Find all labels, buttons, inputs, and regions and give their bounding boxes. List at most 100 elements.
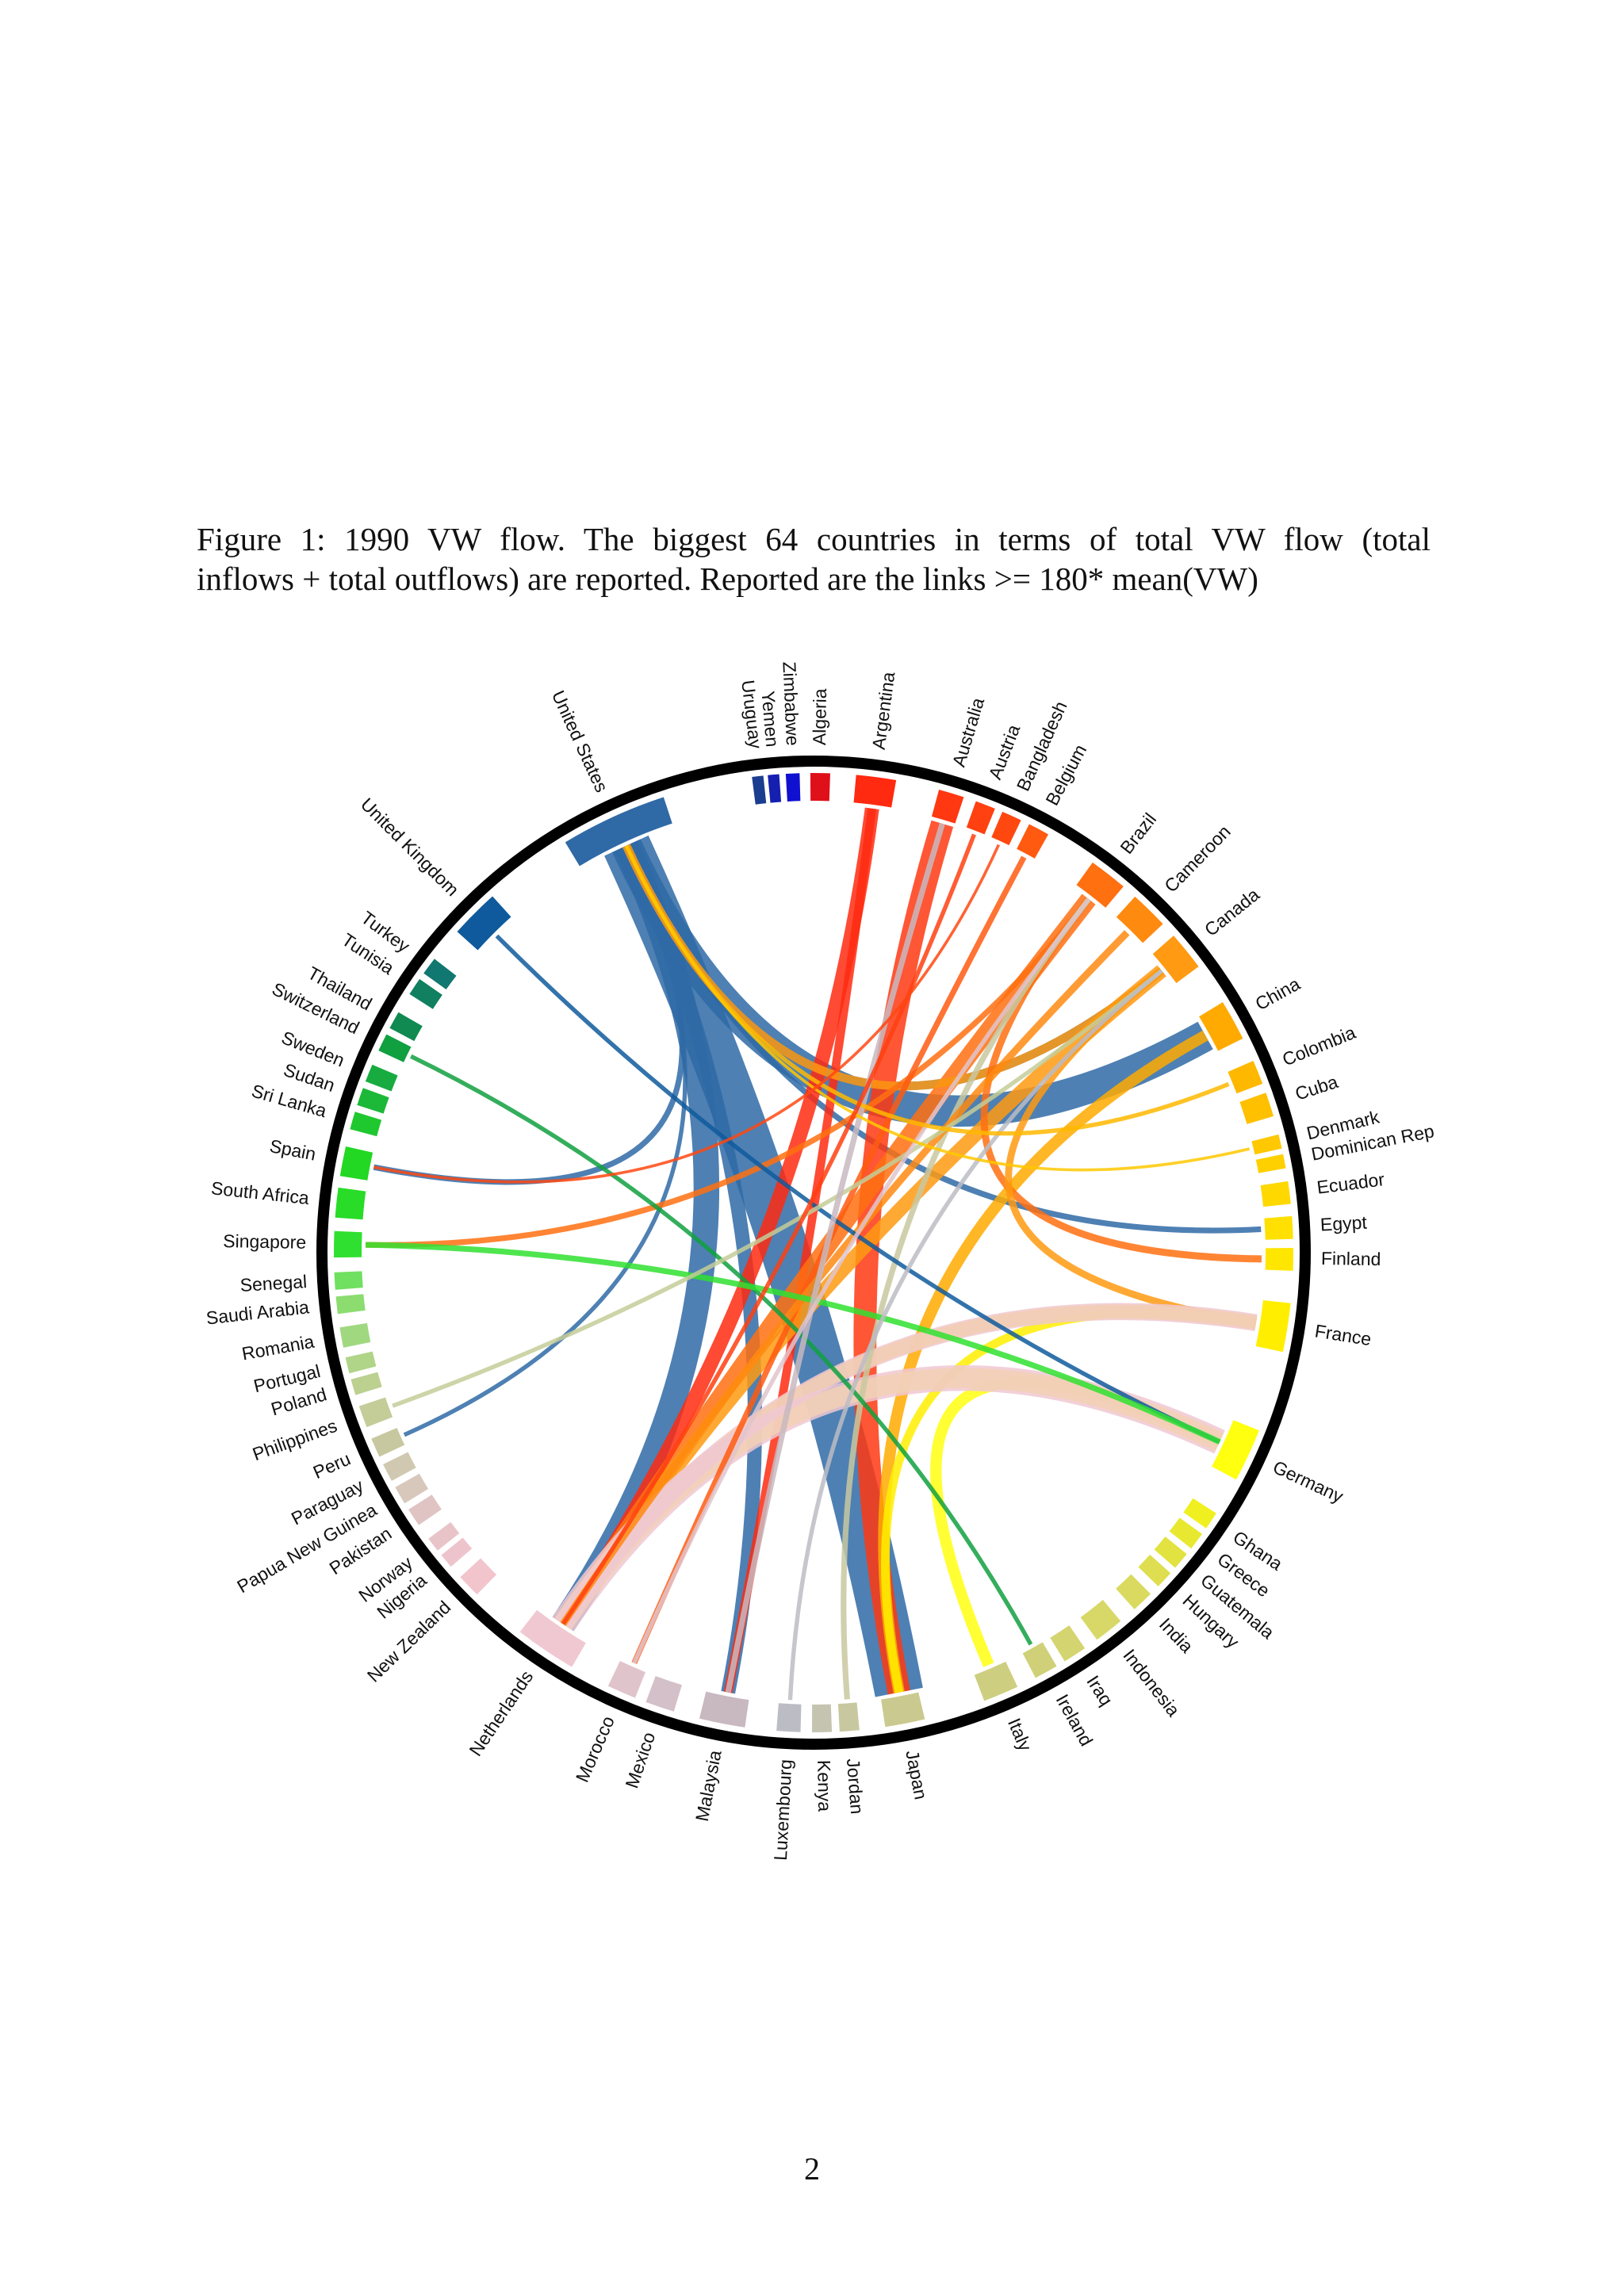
node-label: United States <box>548 687 612 795</box>
chords <box>366 807 1262 1701</box>
flow-ribbon <box>561 833 977 1625</box>
node-arc <box>408 1494 442 1525</box>
node-arc <box>1239 1093 1274 1124</box>
node-arc <box>383 1452 416 1481</box>
flow-ribbon <box>632 897 1091 1664</box>
node-arc <box>1050 1625 1086 1662</box>
node-arc <box>1022 1642 1057 1678</box>
node-arc <box>389 1012 423 1042</box>
node-arc <box>1255 1300 1291 1353</box>
node-label: Canada <box>1201 884 1263 940</box>
node-arc <box>881 1692 925 1728</box>
node-arc <box>334 1271 363 1290</box>
node-arc <box>519 1609 586 1667</box>
node-arc <box>837 1702 860 1732</box>
node-arc <box>350 1112 382 1137</box>
node-label: Netherlands <box>465 1667 537 1759</box>
node-arc <box>1212 1420 1259 1480</box>
node-label: Japan <box>902 1748 931 1800</box>
flow-ribbon <box>392 969 1163 1408</box>
node-arc <box>334 1230 362 1258</box>
node-label: Egypt <box>1320 1211 1368 1234</box>
node-label: Finland <box>1321 1248 1381 1269</box>
node-arc <box>1228 1061 1263 1094</box>
caption-line: Figure 1: 1990 VW flow. The biggest 64 c… <box>197 521 1431 557</box>
flow-ribbon <box>373 844 1001 1184</box>
node-arc <box>1080 1599 1121 1640</box>
node-arc <box>1152 936 1199 983</box>
node-label: Romania <box>240 1331 316 1364</box>
node-label: Mexico <box>621 1729 659 1790</box>
node-label: Spain <box>268 1135 318 1165</box>
node-arc <box>607 1661 645 1698</box>
node-label: Zimbabwe <box>779 661 803 746</box>
node-arc <box>365 1064 398 1092</box>
node-arc <box>1255 1154 1286 1173</box>
node-arc <box>966 801 995 835</box>
node-arc <box>357 1088 389 1114</box>
figure-caption: Figure 1: 1990 VW flow. The biggest 64 c… <box>197 519 1431 599</box>
node-arc <box>345 1351 377 1374</box>
node-arc <box>339 1322 371 1348</box>
node-arc <box>810 773 830 802</box>
node-arcs <box>334 773 1293 1733</box>
node-arc <box>378 1034 412 1062</box>
node-arc <box>565 797 672 867</box>
node-arc <box>1017 824 1049 859</box>
outer-ring <box>316 756 1311 1750</box>
node-label: Kenya <box>814 1760 835 1812</box>
node-arc <box>441 1537 473 1567</box>
node-label: Cuba <box>1293 1071 1341 1104</box>
node-label: Brazil <box>1116 809 1160 857</box>
flow-ribbon <box>787 969 1163 1701</box>
node-arc <box>776 1703 802 1732</box>
node-arc <box>423 959 457 990</box>
page-number: 2 <box>804 2151 820 2187</box>
flow-ribbon <box>560 930 1130 1626</box>
node-arc <box>371 1427 405 1457</box>
flow-ribbon <box>841 897 1091 1700</box>
node-arc <box>1260 1181 1291 1207</box>
node-label: Iraq <box>1082 1672 1116 1709</box>
node-arc <box>358 1397 393 1428</box>
node-label: Australia <box>948 695 989 769</box>
flow-ribbon <box>625 844 1251 1172</box>
node-arc <box>931 790 964 824</box>
node-arc <box>991 811 1021 846</box>
node-arc <box>350 1372 382 1395</box>
flow-ribbon <box>409 1054 1033 1646</box>
node-arc <box>768 774 782 803</box>
node-label: Germany <box>1270 1456 1346 1507</box>
node-label: Argentina <box>868 671 899 751</box>
node-label: Peru <box>310 1448 354 1483</box>
node-label: Ecuador <box>1316 1169 1386 1198</box>
node-arc <box>339 1146 373 1181</box>
node-arc <box>1169 1517 1202 1549</box>
node-label: Colombia <box>1279 1022 1358 1070</box>
caption-line: inflows + total outflows) are reported. … <box>197 561 1258 597</box>
node-label: Jordan <box>843 1758 868 1815</box>
node-label: Saudi Arabia <box>205 1296 311 1328</box>
node-arc <box>457 896 511 951</box>
node-arc <box>853 775 897 808</box>
node-label: Indonesia <box>1119 1645 1184 1720</box>
node-label: South Africa <box>210 1177 310 1208</box>
node-arc <box>752 775 767 805</box>
node-arc <box>1265 1248 1293 1271</box>
node-arc <box>1138 1554 1171 1586</box>
node-label: France <box>1313 1320 1373 1349</box>
flow-ribbon <box>878 1030 1208 1693</box>
node-label: China <box>1252 973 1304 1014</box>
node-arc <box>1183 1498 1216 1529</box>
node-label: Ireland <box>1052 1691 1097 1750</box>
node-label: Singapore <box>223 1230 306 1253</box>
node-arc <box>335 1187 366 1220</box>
node-arc <box>395 1473 429 1504</box>
node-arc <box>974 1661 1018 1701</box>
node-arc <box>785 773 801 802</box>
node-arc <box>409 978 442 1009</box>
node-label: Morocco <box>572 1712 619 1785</box>
node-arc <box>1116 896 1163 943</box>
